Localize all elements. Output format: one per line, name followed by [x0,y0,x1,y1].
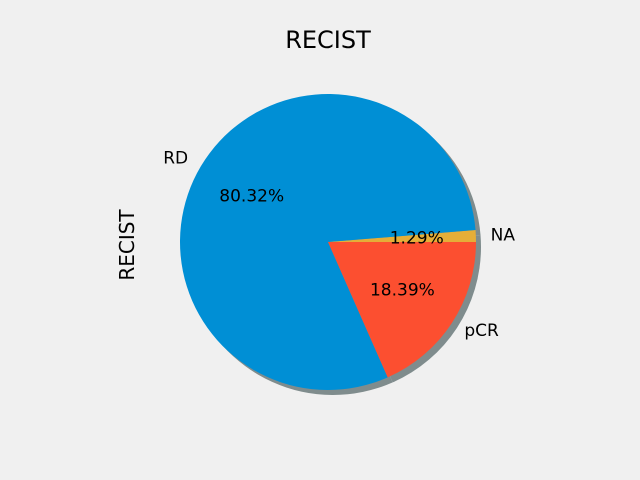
y-axis-label: RECIST [115,209,139,281]
pie-percentage-label: 80.32% [219,187,284,207]
pie-slice-rd [180,94,476,391]
pie-labels: NA 1.29% RD 80.32% pCR 18.39% [163,149,515,341]
pie-percentage-label: 18.39% [370,280,435,300]
chart-title: RECIST [285,26,371,54]
pie-slices [180,94,476,391]
pie-slice-pcr [328,242,476,378]
pie-percentage-label: 1.29% [390,228,444,248]
pie-slice-label: RD [163,149,188,169]
pie-slice-label: pCR [464,321,499,341]
pie-slice-na [328,230,476,242]
pie-slice-label: NA [491,225,516,245]
